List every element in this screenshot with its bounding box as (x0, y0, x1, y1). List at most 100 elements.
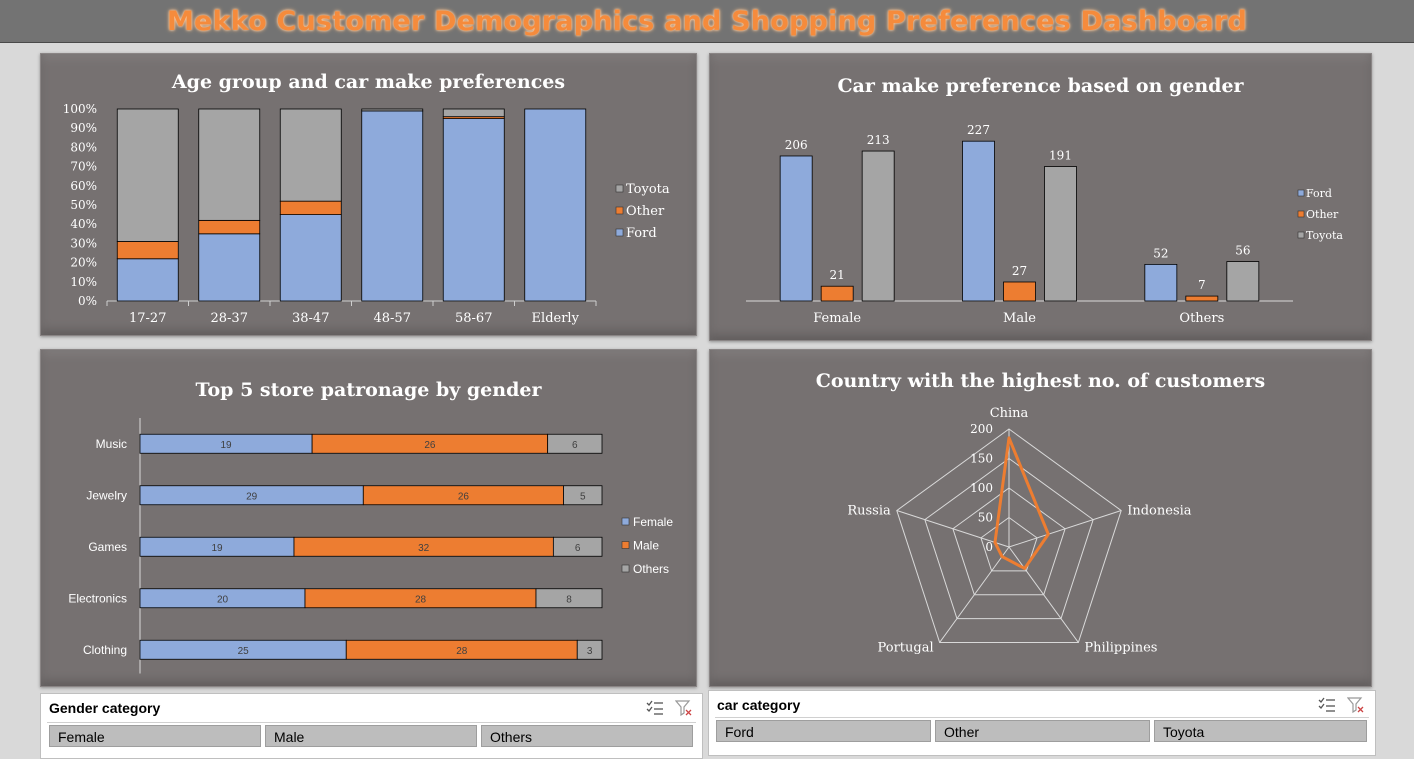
clear-filter-icon[interactable] (1347, 697, 1365, 713)
slicer-item-toyota[interactable]: Toyota (1154, 720, 1367, 742)
y-tick-label: 30% (70, 236, 97, 250)
bar-ford-58-67 (442, 118, 505, 302)
gender-car-chart: 206 21 213 Female 227 27 191 Male 52 7 56 Others For… (746, 123, 1343, 326)
store-patronage-chart: 19 26 6 Music 29 26 5 Jewelry 19 32 6 Games 20 28 8 Ele… (68, 418, 673, 674)
radar-gridline (980, 516, 1038, 572)
dashboard-title-bar: Mekko Customer Demographics and Shopping… (0, 0, 1414, 43)
bar-ford-28-37 (198, 233, 261, 302)
bar-toyota-17-27 (116, 108, 179, 242)
radar-tick-label: 0 (985, 540, 993, 554)
data-label: 21 (830, 268, 845, 282)
data-label: 227 (967, 123, 990, 137)
bar-ford-male (962, 140, 995, 302)
bar-toyota-48-57 (361, 108, 424, 112)
legend-label-ford: Ford (1306, 187, 1332, 200)
radar-category-label: Indonesia (1127, 504, 1192, 519)
data-label: 6 (575, 543, 581, 554)
slicer-item-male[interactable]: Male (265, 725, 477, 747)
x-tick-label: 28-37 (211, 311, 248, 326)
data-label: 5 (580, 491, 586, 502)
slicer-item-other[interactable]: Other (935, 720, 1150, 742)
radar-spoke (896, 510, 1010, 548)
bar-other-38-47 (279, 200, 342, 216)
multi-select-icon[interactable] (1318, 697, 1336, 713)
radar-series-line (993, 436, 1050, 570)
bar-ford-38-47 (279, 214, 342, 302)
bar-other-male (1003, 281, 1036, 302)
age-group-chart: 0% 10% 20% 30% 40% 50% 60% 70% 80% 90% 100% 17-27 28… (63, 102, 670, 326)
slicer-divider (715, 717, 1369, 718)
data-label: 29 (246, 491, 258, 502)
y-tick-label: 80% (70, 140, 97, 154)
slicer-item-others[interactable]: Others (481, 725, 693, 747)
y-tick-label: Clothing (83, 643, 127, 657)
data-label: 7 (1198, 278, 1206, 292)
data-label: 26 (424, 440, 436, 451)
data-label: 56 (1235, 244, 1250, 258)
y-tick-label: 70% (70, 160, 97, 174)
y-tick-label: 20% (70, 256, 97, 270)
data-label: 52 (1153, 246, 1168, 260)
bar-others-electronics (535, 588, 603, 609)
legend-swatch-other (1297, 210, 1305, 218)
car-slicer: car category Ford Other Toyota (708, 690, 1376, 756)
bar-toyota-28-37 (198, 108, 261, 221)
bar-others-jewelry (563, 485, 603, 506)
store-patronage-chart-panel: Top 5 store patronage by gender 19 26 6 Mus… (40, 349, 697, 687)
y-tick-label: Music (96, 437, 127, 451)
y-tick-label: 0% (78, 294, 97, 308)
legend-swatch-others (621, 564, 630, 573)
radar-spoke (1008, 510, 1122, 548)
legend-swatch-toyota (615, 184, 624, 193)
data-label: 19 (211, 543, 223, 554)
data-label: 8 (566, 594, 572, 605)
slicer-item-female[interactable]: Female (49, 725, 261, 747)
bar-toyota-others (1226, 261, 1260, 302)
clear-filter-icon[interactable] (675, 700, 693, 716)
x-tick-label: Others (1179, 311, 1224, 326)
x-tick-label: 58-67 (455, 311, 492, 326)
bar-toyota-38-47 (279, 108, 342, 202)
legend-swatch-toyota (1297, 231, 1305, 239)
bar-toyota-male (1044, 166, 1077, 302)
y-tick-label: 40% (70, 217, 97, 231)
y-tick-label: 60% (70, 179, 97, 193)
car-slicer-title: car category (717, 697, 801, 713)
bar-ford-elderly (524, 108, 587, 302)
radar-spoke (939, 546, 1010, 643)
gender-slicer-title: Gender category (49, 700, 161, 716)
legend-label-toyota: Toyota (626, 182, 670, 197)
x-tick-label: Female (813, 311, 861, 326)
gender-car-chart-panel: Car make preference based on gender 206 2… (709, 53, 1372, 341)
radar-category-label: Portugal (878, 640, 934, 655)
legend-swatch-female (621, 517, 630, 526)
age-group-chart-panel: Age group and car make preferences 0% 10%… (40, 53, 697, 336)
slicer-item-ford[interactable]: Ford (716, 720, 931, 742)
radar-category-label: China (990, 406, 1029, 421)
bar-others-games (552, 536, 603, 557)
data-label: 26 (458, 491, 470, 502)
x-tick-label: Male (1003, 311, 1036, 326)
x-tick-label: 48-57 (374, 311, 411, 326)
data-label: 3 (587, 646, 593, 657)
data-label: 191 (1049, 149, 1072, 163)
data-label: 20 (217, 594, 229, 605)
y-tick-label: Electronics (68, 591, 127, 605)
legend-label-toyota: Toyota (1306, 229, 1343, 242)
legend-label-other: Other (1306, 208, 1339, 221)
bar-other-17-27 (116, 241, 179, 260)
y-tick-label: 100% (63, 102, 97, 116)
x-tick-label: 38-47 (292, 311, 329, 326)
radar-tick-label: 150 (970, 452, 993, 466)
country-radar-chart-panel: Country with the highest no. of customer… (709, 349, 1372, 687)
data-label: 25 (238, 646, 250, 657)
data-label: 6 (572, 440, 578, 451)
legend-swatch-other (615, 206, 624, 215)
legend-swatch-ford (1297, 189, 1305, 197)
multi-select-icon[interactable] (646, 700, 664, 716)
bar-other-others (1185, 295, 1219, 302)
data-label: 27 (1012, 264, 1027, 278)
bar-toyota-female (861, 150, 895, 302)
gender-slicer: Gender category Female Male Others (40, 693, 703, 759)
radar-gridline (924, 457, 1094, 620)
